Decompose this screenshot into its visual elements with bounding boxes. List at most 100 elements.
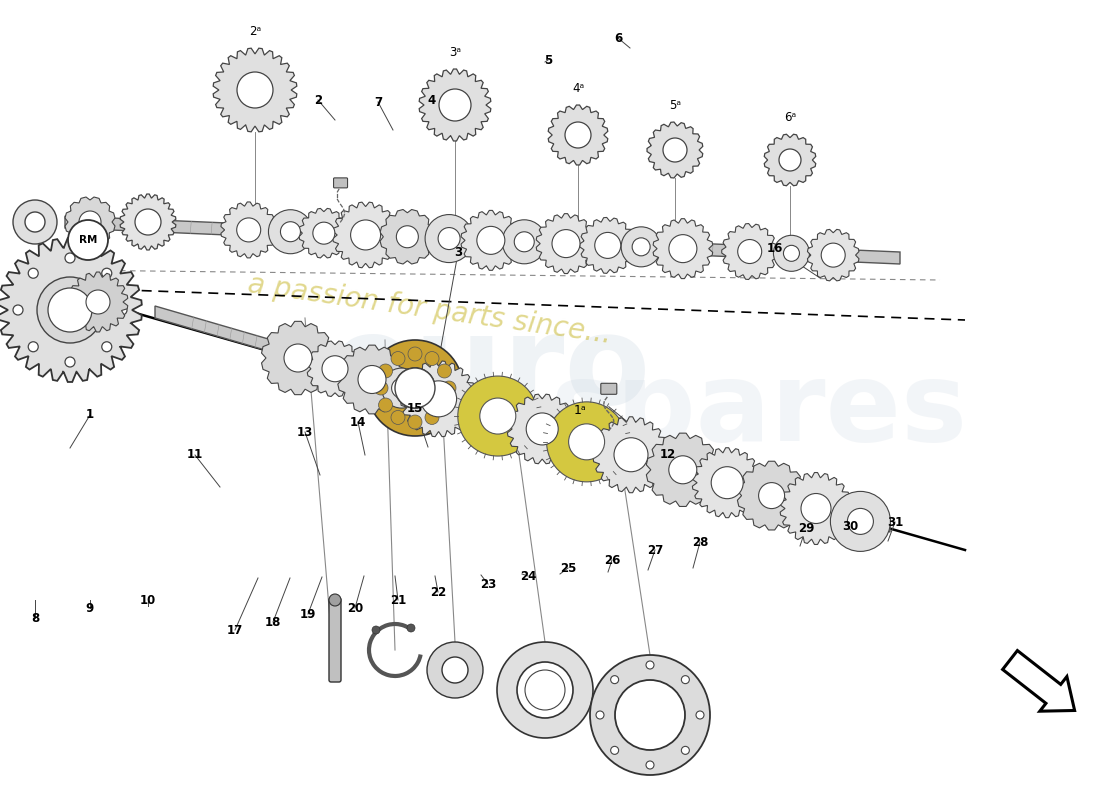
Text: 22: 22	[430, 586, 447, 598]
Polygon shape	[419, 69, 491, 141]
Ellipse shape	[830, 491, 890, 551]
Text: 23: 23	[480, 578, 496, 590]
Circle shape	[13, 305, 23, 315]
Text: 24: 24	[520, 570, 536, 582]
Text: 13: 13	[297, 426, 313, 438]
Circle shape	[29, 342, 38, 352]
Circle shape	[48, 288, 92, 332]
Ellipse shape	[439, 89, 471, 121]
Polygon shape	[213, 48, 297, 132]
Text: spares: spares	[550, 357, 967, 463]
Polygon shape	[536, 214, 596, 274]
Circle shape	[102, 268, 112, 278]
Text: 26: 26	[604, 554, 620, 566]
Ellipse shape	[621, 227, 661, 267]
Text: 30: 30	[842, 519, 858, 533]
Polygon shape	[0, 238, 142, 382]
Ellipse shape	[547, 402, 627, 482]
Circle shape	[117, 305, 126, 315]
Text: RM: RM	[79, 235, 97, 245]
Ellipse shape	[13, 200, 57, 244]
Ellipse shape	[822, 243, 845, 267]
Ellipse shape	[759, 482, 784, 509]
Polygon shape	[262, 322, 334, 394]
Text: 12: 12	[660, 449, 676, 462]
FancyBboxPatch shape	[329, 598, 341, 682]
Text: 6ᵃ: 6ᵃ	[784, 111, 796, 124]
Text: 5ᵃ: 5ᵃ	[669, 99, 681, 112]
Polygon shape	[580, 218, 636, 274]
Ellipse shape	[801, 494, 830, 523]
Ellipse shape	[476, 226, 505, 254]
Text: 5: 5	[543, 54, 552, 66]
Ellipse shape	[738, 239, 761, 263]
Text: a passion for parts since...: a passion for parts since...	[246, 270, 614, 350]
Circle shape	[442, 381, 456, 395]
Polygon shape	[65, 197, 116, 247]
Circle shape	[329, 594, 341, 606]
Text: 4ᵃ: 4ᵃ	[572, 82, 584, 95]
Ellipse shape	[312, 222, 334, 244]
Ellipse shape	[497, 642, 593, 738]
Text: 17: 17	[227, 623, 243, 637]
Ellipse shape	[135, 209, 161, 235]
Circle shape	[681, 746, 690, 754]
Circle shape	[390, 351, 405, 366]
Ellipse shape	[358, 366, 386, 394]
Ellipse shape	[425, 214, 473, 262]
Ellipse shape	[268, 210, 312, 254]
Circle shape	[610, 746, 618, 754]
Polygon shape	[155, 306, 890, 532]
Ellipse shape	[669, 456, 696, 484]
Circle shape	[390, 410, 405, 425]
Polygon shape	[722, 223, 778, 279]
Text: euro: euro	[330, 310, 651, 430]
Circle shape	[65, 357, 75, 367]
Polygon shape	[548, 105, 608, 165]
Ellipse shape	[25, 212, 45, 232]
Ellipse shape	[392, 378, 411, 398]
Circle shape	[438, 398, 451, 412]
Polygon shape	[1002, 650, 1075, 711]
Ellipse shape	[236, 72, 273, 108]
Ellipse shape	[565, 122, 591, 148]
Text: 1: 1	[86, 409, 95, 422]
Circle shape	[408, 415, 422, 429]
Text: 2: 2	[314, 94, 322, 106]
Polygon shape	[65, 216, 900, 264]
Text: 20: 20	[346, 602, 363, 614]
Circle shape	[525, 670, 565, 710]
Circle shape	[29, 268, 38, 278]
Ellipse shape	[669, 234, 697, 262]
Ellipse shape	[280, 222, 300, 242]
Ellipse shape	[322, 356, 348, 382]
Text: 19: 19	[300, 607, 316, 621]
Ellipse shape	[590, 655, 710, 775]
Text: 9: 9	[86, 602, 95, 614]
Text: 4: 4	[428, 94, 436, 106]
Ellipse shape	[50, 290, 90, 330]
Ellipse shape	[458, 376, 538, 456]
Ellipse shape	[420, 381, 456, 417]
FancyBboxPatch shape	[333, 178, 348, 188]
Text: 15: 15	[407, 402, 424, 414]
Ellipse shape	[847, 509, 873, 534]
Circle shape	[425, 410, 439, 425]
Polygon shape	[653, 218, 713, 278]
Text: 1ᵃ: 1ᵃ	[573, 403, 586, 417]
Circle shape	[378, 398, 393, 412]
Ellipse shape	[236, 218, 261, 242]
Circle shape	[395, 368, 434, 408]
Circle shape	[438, 364, 451, 378]
Text: 31: 31	[887, 515, 903, 529]
Polygon shape	[692, 448, 762, 518]
FancyBboxPatch shape	[601, 383, 617, 394]
Text: 18: 18	[265, 615, 282, 629]
Ellipse shape	[442, 657, 468, 683]
Circle shape	[696, 711, 704, 719]
Text: 3: 3	[454, 246, 462, 259]
Ellipse shape	[503, 220, 547, 264]
Text: 14: 14	[350, 415, 366, 429]
Polygon shape	[120, 194, 176, 250]
Ellipse shape	[427, 642, 483, 698]
